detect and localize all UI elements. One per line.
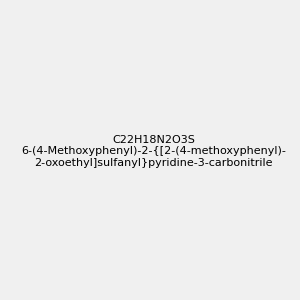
Text: C22H18N2O3S
6-(4-Methoxyphenyl)-2-{[2-(4-methoxyphenyl)-
2-oxoethyl]sulfanyl}pyr: C22H18N2O3S 6-(4-Methoxyphenyl)-2-{[2-(4… <box>21 135 286 168</box>
